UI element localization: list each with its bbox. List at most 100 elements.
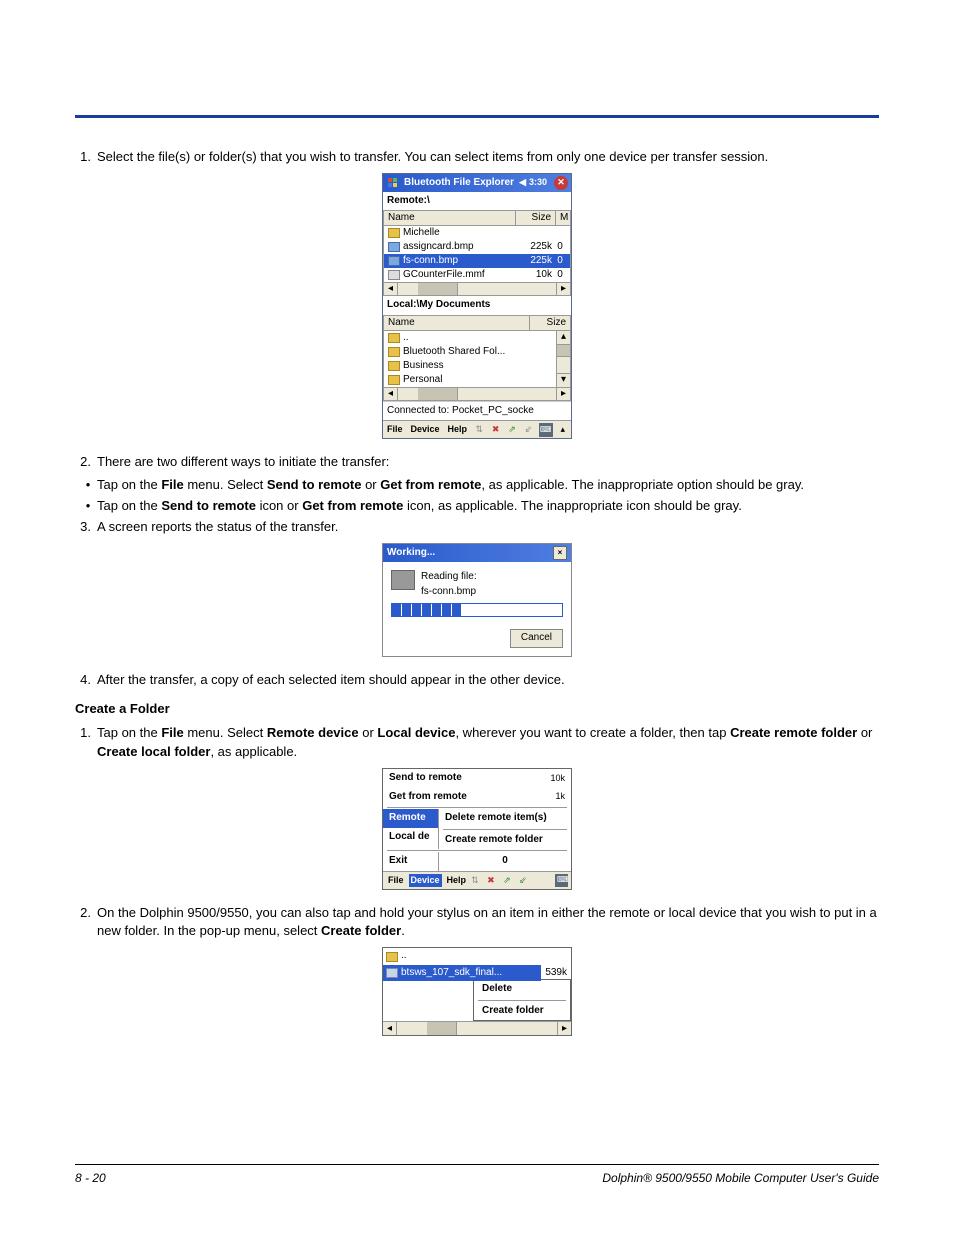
cf-step-1: 1. Tap on the File menu. Select Remote d…	[75, 724, 879, 762]
toolbar-icon-1[interactable]: ⇅	[473, 423, 485, 437]
toolbar-icon-c[interactable]: ⇗	[503, 874, 516, 887]
file-icon	[388, 270, 400, 280]
folder-icon	[386, 952, 398, 962]
parent-folder-row[interactable]: ..	[383, 948, 571, 965]
list-item[interactable]: Bluetooth Shared Fol...	[384, 345, 556, 359]
time-label: 3:30	[529, 176, 547, 189]
toolbar-get-icon[interactable]: ⇙	[522, 423, 534, 437]
scroll-thumb-v[interactable]	[557, 345, 570, 357]
header-divider	[75, 115, 879, 118]
remote-list: Michelleassigncard.bmp225k0fs-conn.bmp22…	[383, 226, 571, 282]
dialog-title: Working...	[387, 546, 435, 561]
step-4: 4. After the transfer, a copy of each se…	[75, 671, 879, 690]
body-content: 1. Select the file(s) or folder(s) that …	[75, 148, 879, 1036]
toolbar-delete-icon[interactable]: ✖	[489, 423, 501, 437]
transfer-icon	[391, 570, 415, 590]
list-item[interactable]: Personal	[384, 373, 556, 387]
menu-remote[interactable]: Remote	[383, 809, 438, 828]
folder-icon	[388, 375, 400, 385]
list-item[interactable]: Michelle	[384, 226, 570, 240]
menu-create-remote-folder[interactable]: Create remote folder	[439, 831, 571, 850]
scroll-left-icon[interactable]: ◂	[384, 388, 398, 400]
bmp-icon	[388, 242, 400, 252]
list-item[interactable]: Business	[384, 359, 556, 373]
folder-icon	[388, 228, 400, 238]
col-m[interactable]: M	[556, 211, 570, 225]
titlebar: Bluetooth File Explorer ◀ 3:30 ✕	[383, 174, 571, 192]
menu-delete-remote-items[interactable]: Delete remote item(s)	[439, 809, 571, 828]
scroll-left-icon[interactable]: ◂	[383, 1022, 397, 1035]
dialog-titlebar: Working... ×	[383, 544, 571, 563]
menu-file[interactable]: File	[385, 423, 405, 436]
hscroll-remote[interactable]: ◂ ▸	[383, 282, 571, 296]
menu-send-to-remote[interactable]: Send to remote10k	[383, 769, 571, 788]
file-icon	[386, 968, 398, 978]
bmp-icon	[388, 256, 400, 266]
progress-bar	[391, 603, 563, 617]
ctx-delete[interactable]: Delete	[474, 980, 570, 999]
step-2: 2. There are two different ways to initi…	[75, 453, 879, 472]
menu-file-btn[interactable]: File	[386, 874, 406, 887]
hscroll-local[interactable]: ◂ ▸	[383, 387, 571, 401]
menu-device-btn[interactable]: Device	[409, 874, 442, 887]
close-icon[interactable]: ×	[553, 546, 567, 560]
list-item[interactable]: assigncard.bmp225k0	[384, 240, 570, 254]
cancel-button[interactable]: Cancel	[510, 629, 563, 648]
step-1: 1. Select the file(s) or folder(s) that …	[75, 148, 879, 167]
working-dialog: Working... × Reading file: fs-conn.bmp C…	[382, 543, 572, 657]
hscroll-ctx[interactable]: ◂ ▸	[383, 1021, 571, 1035]
scroll-thumb[interactable]	[427, 1022, 457, 1035]
scroll-right-icon[interactable]: ▸	[556, 388, 570, 400]
bullet-2: • Tap on the Send to remote icon or Get …	[75, 497, 879, 516]
menu-help[interactable]: Help	[446, 423, 470, 436]
step-3-text: A screen reports the status of the trans…	[97, 518, 879, 537]
bluetooth-file-explorer-window: Bluetooth File Explorer ◀ 3:30 ✕ Remote:…	[382, 173, 572, 440]
context-popup: Delete Create folder	[473, 979, 571, 1021]
col-name[interactable]: Name	[384, 211, 516, 225]
menu-get-from-remote[interactable]: Get from remote1k	[383, 788, 571, 807]
scroll-right-icon[interactable]: ▸	[557, 1022, 571, 1035]
start-flag-icon[interactable]	[386, 176, 400, 190]
vscroll-local[interactable]: ▴ ▾	[556, 331, 570, 387]
volume-icon[interactable]: ◀	[519, 176, 526, 189]
step-2-text: There are two different ways to initiate…	[97, 453, 879, 472]
step-1-text: Select the file(s) or folder(s) that you…	[97, 148, 879, 167]
scroll-right-icon[interactable]: ▸	[556, 283, 570, 295]
scroll-down-icon[interactable]: ▾	[557, 373, 570, 387]
folder-icon	[388, 347, 400, 357]
folder-icon	[388, 361, 400, 371]
selected-file-row[interactable]: btsws_107_sdk_final... 539k	[383, 965, 571, 982]
local-list-header: Name Size	[383, 315, 571, 331]
col-size[interactable]: Size	[516, 211, 556, 225]
ctx-create-folder[interactable]: Create folder	[474, 1002, 570, 1021]
selected-size: 539k	[541, 966, 571, 981]
toolbar-icon-d[interactable]: ⇙	[519, 874, 532, 887]
menu-device[interactable]: Device	[409, 423, 442, 436]
sip-arrow-icon[interactable]: ▴	[557, 423, 569, 437]
menu-help-btn[interactable]: Help	[445, 874, 469, 887]
cf-step-2: 2. On the Dolphin 9500/9550, you can als…	[75, 904, 879, 942]
menu-exit[interactable]: Exit	[383, 852, 438, 871]
toolbar-send-icon[interactable]: ⇗	[506, 423, 518, 437]
list-item[interactable]: fs-conn.bmp225k0	[384, 254, 570, 268]
sip-icon[interactable]: ⌨	[539, 423, 553, 437]
scroll-up-icon[interactable]: ▴	[557, 331, 570, 345]
col-name-local[interactable]: Name	[384, 316, 530, 330]
local-path-label: Local:\My Documents	[383, 296, 571, 315]
menu-zero: 0	[439, 852, 571, 871]
toolbar-icon-b[interactable]: ✖	[487, 874, 500, 887]
reading-label: Reading file:	[421, 570, 477, 585]
close-icon[interactable]: ✕	[554, 176, 568, 190]
col-size-local[interactable]: Size	[530, 316, 570, 330]
page-number: 8 - 20	[75, 1171, 106, 1185]
scroll-thumb[interactable]	[418, 388, 458, 400]
menu-local-de[interactable]: Local de	[383, 828, 438, 847]
menubar-bottom: File Device Help ⇅ ✖ ⇗ ⇙ ⌨	[383, 871, 571, 889]
scroll-thumb[interactable]	[418, 283, 458, 295]
list-item[interactable]: ..	[384, 331, 556, 345]
step-4-text: After the transfer, a copy of each selec…	[97, 671, 879, 690]
sip-icon[interactable]: ⌨	[555, 874, 568, 887]
toolbar-icon-a[interactable]: ⇅	[471, 874, 484, 887]
scroll-left-icon[interactable]: ◂	[384, 283, 398, 295]
list-item[interactable]: GCounterFile.mmf10k0	[384, 268, 570, 282]
